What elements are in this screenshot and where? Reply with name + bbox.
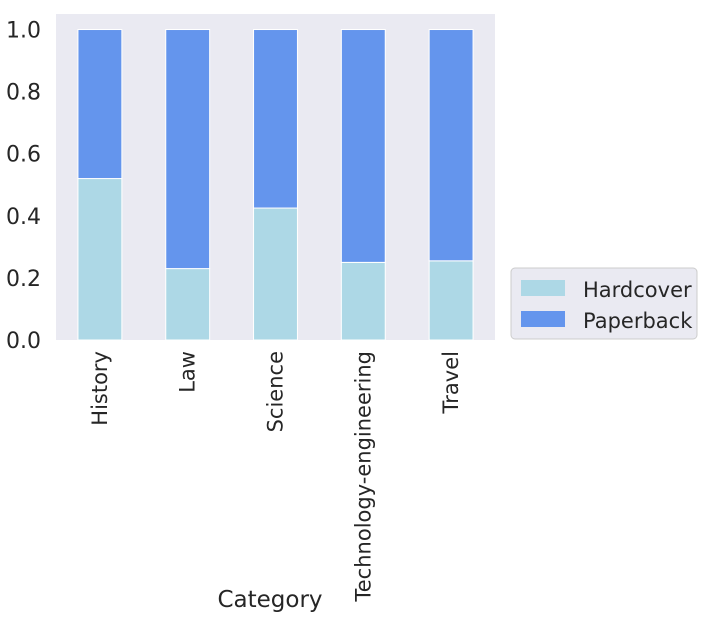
bar-paperback-science — [254, 30, 298, 209]
y-axis-ticks: 0.0 0.2 0.4 0.6 0.8 1.0 — [6, 19, 41, 354]
bar-hardcover-travel — [429, 261, 473, 340]
legend-swatch-paperback — [521, 311, 565, 327]
x-tick-label: Travel — [439, 351, 463, 414]
bar-paperback-history — [78, 30, 122, 179]
y-tick-label: 0.8 — [6, 81, 41, 106]
legend-swatch-hardcover — [521, 280, 565, 296]
bar-hardcover-history — [78, 179, 122, 340]
legend-label-hardcover: Hardcover — [583, 278, 692, 302]
bar-paperback-travel — [429, 30, 473, 261]
bar-hardcover-technology-engineering — [341, 262, 385, 340]
legend-label-paperback: Paperback — [583, 309, 693, 333]
y-tick-label: 0.2 — [6, 267, 41, 292]
y-tick-label: 0.4 — [6, 205, 41, 230]
y-tick-label: 0.0 — [6, 329, 41, 354]
x-tick-label: Technology-engineering — [351, 351, 375, 603]
bar-hardcover-law — [166, 269, 210, 340]
x-tick-label: Law — [176, 351, 200, 393]
x-tick-label: Science — [264, 351, 288, 432]
bar-paperback-law — [166, 30, 210, 269]
y-tick-label: 0.6 — [6, 143, 41, 168]
y-tick-label: 1.0 — [6, 19, 41, 44]
x-axis-label: Category — [217, 587, 322, 613]
x-axis-ticks: History Law Science Technology-engineering T… — [88, 351, 463, 603]
legend: Hardcover Paperback — [511, 268, 697, 339]
bar-hardcover-science — [254, 208, 298, 340]
x-tick-label: History — [88, 351, 112, 426]
bar-paperback-technology-engineering — [341, 30, 385, 263]
